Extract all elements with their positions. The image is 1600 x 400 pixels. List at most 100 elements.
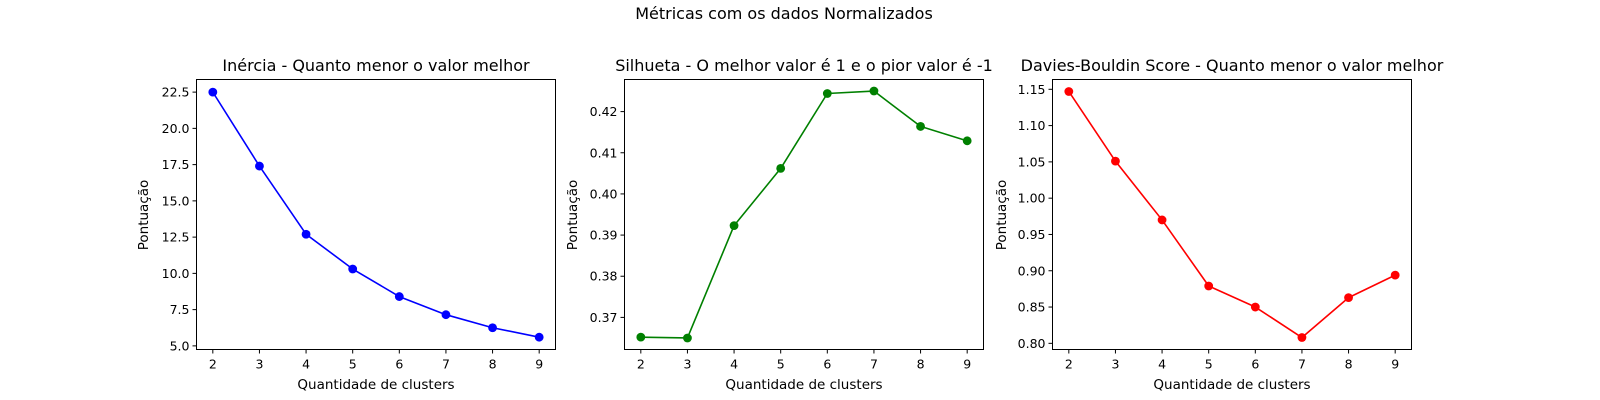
- silhouette-plot-frame: [624, 79, 984, 350]
- davies-bouldin-plot-y-tick-label: 0.95: [1018, 227, 1046, 242]
- inertia-plot-x-axis-label: Quantidade de clusters: [297, 377, 454, 393]
- davies-bouldin-plot-data-point: [1390, 270, 1400, 280]
- silhouette-plot-x-tick-label: 4: [730, 357, 738, 372]
- inertia-plot-y-tick-label: 22.5: [162, 85, 190, 100]
- davies-bouldin-plot-y-tick-label: 0.80: [1018, 336, 1046, 351]
- inertia-plot-data-point: [255, 161, 264, 171]
- davies-bouldin-plot-y-tick-label: 1.05: [1018, 154, 1046, 169]
- silhouette-plot-x-ticks: 2 3 4 5 6 7 8 9: [637, 349, 971, 372]
- inertia-plot-data-point: [208, 87, 218, 97]
- silhouette-plot-y-axis-label: Pontuação: [565, 180, 581, 251]
- silhouette-plot-y-tick-label: 0.41: [590, 145, 618, 160]
- davies-bouldin-plot-y-axis-label: Pontuação: [994, 180, 1010, 251]
- davies-bouldin-plot-title: Davies-Bouldin Score - Quanto menor o va…: [1021, 56, 1444, 75]
- inertia-plot-y-tick-label: 17.5: [162, 157, 190, 172]
- inertia-plot-data-point: [441, 310, 451, 320]
- silhouette-plot-y-ticks: 0.37 0.38 0.39 0.40 0.41 0.42: [590, 104, 625, 325]
- inertia-plot-x-tick-label: 8: [489, 357, 497, 372]
- davies-bouldin-plot-x-tick-label: 8: [1345, 357, 1353, 372]
- inertia-plot-y-axis-label: Pontuação: [136, 180, 152, 251]
- davies-bouldin-plot-x-tick-label: 9: [1391, 357, 1399, 372]
- inertia-plot-y-tick-label: 20.0: [162, 121, 190, 136]
- inertia-plot-y-tick-label: 5.0: [170, 338, 190, 353]
- inertia-plot-series-line: [212, 91, 540, 338]
- inertia-plot-x-tick-label: 7: [442, 357, 450, 372]
- davies-bouldin-plot-data-point: [1204, 281, 1214, 291]
- davies-bouldin-plot-y-tick-label: 0.90: [1018, 263, 1046, 278]
- davies-bouldin-plot-y-ticks: 0.80 0.85 0.90 0.95 1.00 1.05 1.10 1.15: [1018, 82, 1053, 351]
- inertia-plot-y-tick-label: 10.0: [162, 266, 190, 281]
- silhouette-plot-x-tick-label: 2: [637, 357, 645, 372]
- davies-bouldin-plot-data-point: [1297, 333, 1307, 342]
- inertia-plot-y-tick-label: 12.5: [162, 230, 190, 245]
- davies-bouldin-plot-x-tick-label: 7: [1298, 357, 1306, 372]
- inertia-plot-x-tick-label: 5: [349, 357, 357, 372]
- davies-bouldin-plot-y-tick-label: 0.85: [1018, 300, 1046, 315]
- davies-bouldin-plot-data-point: [1344, 293, 1353, 303]
- davies-bouldin-plot-x-axis-label: Quantidade de clusters: [1153, 377, 1310, 393]
- inertia-plot-x-tick-label: 4: [302, 357, 310, 372]
- silhouette-plot-data-point: [916, 122, 925, 131]
- inertia-plot-data-point: [534, 332, 544, 342]
- silhouette-plot-y-tick-label: 0.42: [590, 104, 618, 119]
- silhouette-plot-data-point: [636, 332, 646, 342]
- inertia-plot-x-tick-label: 6: [395, 357, 403, 372]
- silhouette-plot-x-tick-label: 5: [777, 357, 785, 372]
- davies-bouldin-plot-y-tick-label: 1.15: [1018, 82, 1046, 97]
- inertia-plot-marks: [208, 87, 544, 342]
- inertia-plot-x-tick-label: 3: [255, 357, 263, 372]
- davies-bouldin-plot-x-tick-label: 2: [1065, 357, 1073, 372]
- inertia-plot-y-tick-label: 15.0: [162, 193, 190, 208]
- silhouette-plot-x-tick-label: 7: [870, 357, 878, 372]
- silhouette-plot-x-tick-label: 8: [917, 357, 925, 372]
- inertia-plot-y-tick-label: 7.5: [170, 302, 190, 317]
- inertia-plot-data-point: [301, 229, 311, 239]
- davies-bouldin-plot-data-point: [1064, 87, 1074, 96]
- inertia-plot-frame: [196, 79, 556, 350]
- silhouette-plot-y-tick-label: 0.40: [590, 186, 618, 201]
- silhouette-plot-y-tick-label: 0.39: [590, 228, 618, 243]
- silhouette-plot-title: Silhueta - O melhor valor é 1 e o pior v…: [615, 56, 993, 75]
- davies-bouldin-plot-y-tick-label: 1.00: [1018, 191, 1046, 206]
- inertia-plot-data-point: [394, 292, 404, 301]
- inertia-plot-data-point: [348, 264, 358, 274]
- silhouette-plot-data-point: [729, 221, 739, 231]
- silhouette-plot-x-tick-label: 9: [963, 357, 971, 372]
- inertia-plot-x-tick-label: 9: [535, 357, 543, 372]
- silhouette-plot: 2 3 4 5 6 7 8 9 0.37 0.38 0.39 0.40 0.41 0.42 Silhue…: [565, 56, 993, 393]
- davies-bouldin-plot: 2 3 4 5 6 7 8 9 0.80 0.85 0.90 0.95 1.00 1.05 1.10 1.1…: [994, 56, 1444, 393]
- silhouette-plot-x-tick-label: 6: [823, 357, 831, 372]
- davies-bouldin-plot-series-line: [1068, 91, 1396, 339]
- inertia-plot-title: Inércia - Quanto menor o valor melhor: [222, 56, 530, 75]
- davies-bouldin-plot-data-point: [1157, 215, 1167, 225]
- davies-bouldin-plot-y-tick-label: 1.10: [1018, 118, 1046, 133]
- silhouette-plot-data-point: [962, 136, 972, 146]
- inertia-plot-x-ticks: 2 3 4 5 6 7 8 9: [209, 349, 543, 372]
- inertia-plot-y-ticks: 5.0 7.5 10.0 12.5 15.0 17.5 20.0 22.5: [162, 85, 197, 353]
- davies-bouldin-plot-data-point: [1250, 302, 1260, 312]
- silhouette-plot-y-tick-label: 0.38: [590, 269, 618, 284]
- davies-bouldin-plot-marks: [1064, 87, 1400, 342]
- davies-bouldin-plot-frame: [1052, 79, 1412, 350]
- davies-bouldin-plot-x-tick-label: 6: [1251, 357, 1259, 372]
- silhouette-plot-data-point: [869, 86, 879, 96]
- inertia-plot-data-point: [488, 323, 497, 333]
- silhouette-plot-x-axis-label: Quantidade de clusters: [725, 377, 882, 393]
- silhouette-plot-series-line: [640, 90, 968, 339]
- silhouette-plot-data-point: [776, 164, 786, 173]
- davies-bouldin-plot-x-ticks: 2 3 4 5 6 7 8 9: [1065, 349, 1399, 372]
- silhouette-plot-y-tick-label: 0.37: [590, 310, 618, 325]
- davies-bouldin-plot-data-point: [1111, 156, 1120, 166]
- davies-bouldin-plot-x-tick-label: 4: [1158, 357, 1166, 372]
- silhouette-plot-x-tick-label: 3: [683, 357, 691, 372]
- silhouette-plot-data-point: [683, 333, 692, 343]
- davies-bouldin-plot-x-tick-label: 5: [1205, 357, 1213, 372]
- silhouette-plot-data-point: [822, 89, 832, 98]
- davies-bouldin-plot-x-tick-label: 3: [1111, 357, 1119, 372]
- figure-suptitle: Métricas com os dados Normalizados: [635, 4, 933, 23]
- silhouette-plot-marks: [636, 86, 972, 343]
- inertia-plot-x-tick-label: 2: [209, 357, 217, 372]
